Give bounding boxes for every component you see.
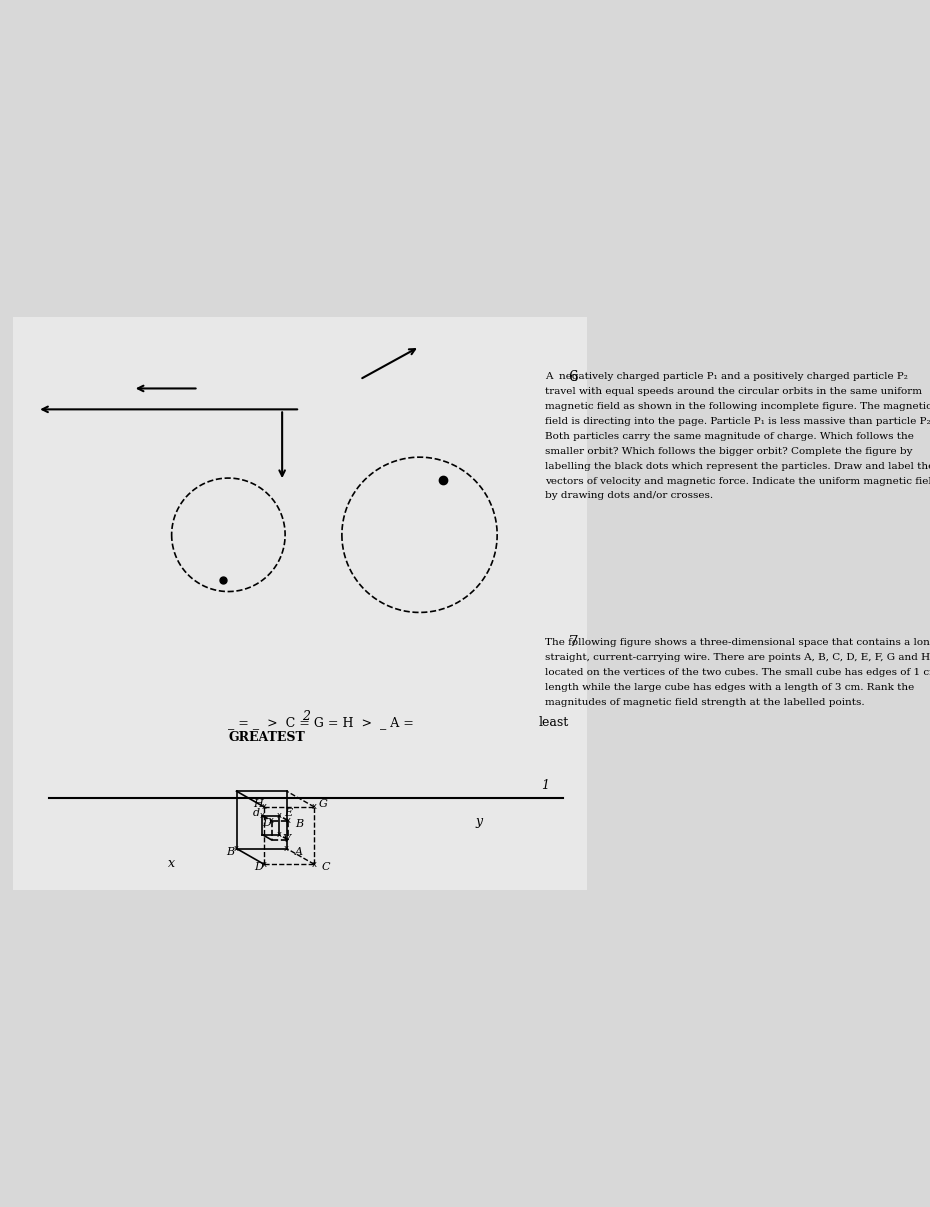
- Text: 2: 2: [302, 711, 310, 723]
- Text: x: x: [261, 803, 267, 811]
- Text: x: x: [286, 816, 291, 826]
- Text: magnitudes of magnetic field strength at the labelled points.: magnitudes of magnetic field strength at…: [545, 698, 865, 706]
- Text: travel with equal speeds around the circular orbits in the same uniform: travel with equal speeds around the circ…: [545, 387, 922, 396]
- Text: 1: 1: [541, 780, 549, 792]
- Text: G: G: [319, 799, 327, 809]
- Text: by drawing dots and/or crosses.: by drawing dots and/or crosses.: [545, 491, 713, 501]
- Text: smaller orbit? Which follows the bigger orbit? Complete the figure by: smaller orbit? Which follows the bigger …: [545, 447, 912, 456]
- Text: x: x: [234, 844, 239, 853]
- Text: field is directing into the page. Particle P₁ is less massive than particle P₂.: field is directing into the page. Partic…: [545, 416, 930, 426]
- Text: V: V: [283, 834, 290, 845]
- Text: x: x: [168, 857, 175, 870]
- Text: D: D: [254, 862, 262, 873]
- Text: labelling the black dots which represent the particles. Draw and label the: labelling the black dots which represent…: [545, 461, 930, 471]
- Text: magnetic field as shown in the following incomplete figure. The magnetic: magnetic field as shown in the following…: [545, 402, 930, 410]
- Text: located on the vertices of the two cubes. The small cube has edges of 1 cm: located on the vertices of the two cubes…: [545, 667, 930, 677]
- Text: B: B: [227, 846, 234, 857]
- Text: least: least: [539, 717, 569, 729]
- Text: B: B: [295, 818, 303, 829]
- Text: x: x: [259, 811, 265, 820]
- Text: D: D: [262, 817, 272, 828]
- Text: straight, current-carrying wire. There are points A, B, C, D, E, F, G and H: straight, current-carrying wire. There a…: [545, 653, 930, 661]
- Text: x: x: [276, 811, 282, 820]
- Text: x: x: [285, 844, 289, 853]
- Text: y: y: [476, 815, 483, 828]
- Text: C: C: [322, 862, 330, 873]
- Text: H: H: [253, 799, 263, 809]
- Text: d: d: [253, 807, 260, 817]
- Text: GREATEST: GREATEST: [229, 731, 305, 745]
- Text: A  negatively charged particle P₁ and a positively charged particle P₂: A negatively charged particle P₁ and a p…: [545, 372, 908, 381]
- Text: x: x: [261, 859, 267, 869]
- Text: x: x: [269, 816, 274, 826]
- Text: length while the large cube has edges with a length of 3 cm. Rank the: length while the large cube has edges wi…: [545, 683, 914, 692]
- Text: x: x: [312, 859, 317, 869]
- Text: _ = _  >  C = G = H  >  _ A =: _ = _ > C = G = H > _ A =: [229, 717, 414, 729]
- Text: 7: 7: [569, 635, 578, 649]
- Text: 6: 6: [569, 369, 578, 384]
- Text: Both particles carry the same magnitude of charge. Which follows the: Both particles carry the same magnitude …: [545, 432, 914, 441]
- Text: x: x: [276, 830, 282, 839]
- Text: The following figure shows a three-dimensional space that contains a long,: The following figure shows a three-dimen…: [545, 637, 930, 647]
- Text: x: x: [312, 803, 317, 811]
- Text: A: A: [295, 846, 302, 857]
- Text: vectors of velocity and magnetic force. Indicate the uniform magnetic field: vectors of velocity and magnetic force. …: [545, 477, 930, 485]
- Text: E: E: [284, 807, 292, 817]
